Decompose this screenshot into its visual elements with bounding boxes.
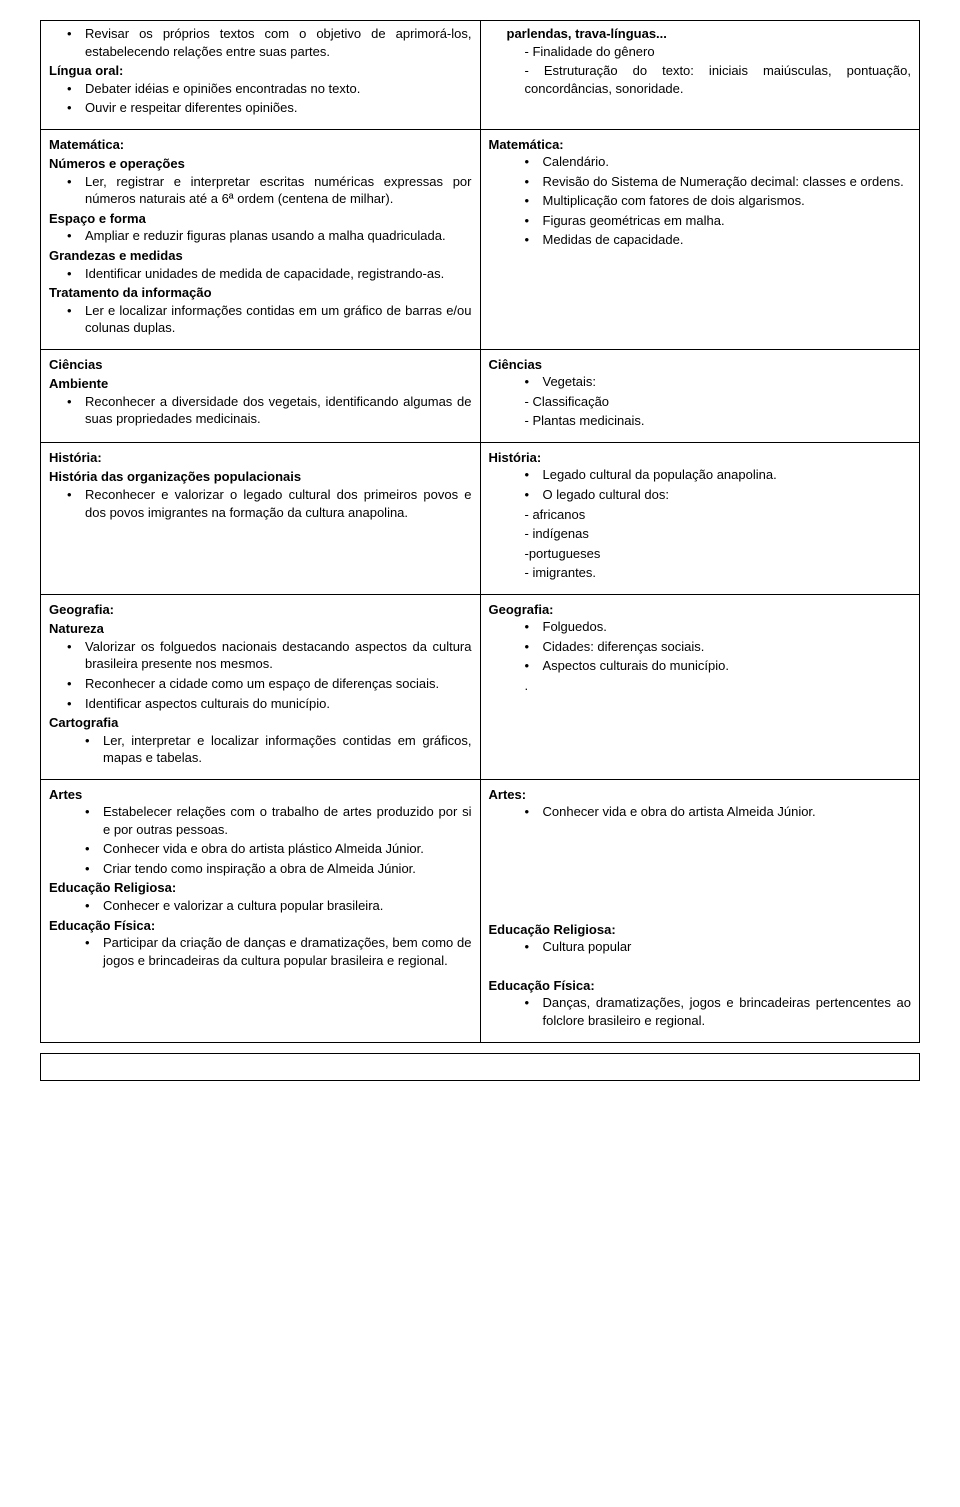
cell-lingua-right: parlendas, trava-línguas... - Finalidade… [480,21,920,130]
empty-box [40,1053,920,1081]
heading-historia-sub: História das organizações populacionais [49,468,472,486]
heading-natureza: Natureza [49,620,472,638]
heading-tratamento: Tratamento da informação [49,284,472,302]
heading-matematica: Matemática: [489,136,912,154]
text-item: - Finalidade do gênero [489,43,912,61]
heading-ambiente: Ambiente [49,375,472,393]
heading-numeros: Números e operações [49,155,472,173]
text-item: Conhecer e valorizar a cultura popular b… [85,897,472,915]
heading-cartografia: Cartografia [49,714,472,732]
heading-ciencias: Ciências [49,356,472,374]
heading-religiosa: Educação Religiosa: [489,921,912,939]
text-item: Ouvir e respeitar diferentes opiniões. [67,99,472,117]
text-item: Medidas de capacidade. [525,231,912,249]
cell-mat-right: Matemática: Calendário. Revisão do Siste… [480,129,920,349]
text-item: Ampliar e reduzir figuras planas usando … [67,227,472,245]
text-item: Folguedos. [525,618,912,636]
text-item: Revisão do Sistema de Numeração decimal:… [525,173,912,191]
row-geografia: Geografia: Natureza Valorizar os folgued… [41,594,920,779]
cell-lingua-left: Revisar os próprios textos com o objetiv… [41,21,481,130]
text-item: Calendário. [525,153,912,171]
heading-artes: Artes: [489,786,912,804]
text-item: Ler, interpretar e localizar informações… [85,732,472,767]
heading-ciencias: Ciências [489,356,912,374]
text-item: Ler e localizar informações contidas em … [67,302,472,337]
cell-art-left: Artes Estabelecer relações com o trabalh… [41,779,481,1042]
text-item: Conhecer vida e obra do artista plástico… [85,840,472,858]
cell-mat-left: Matemática: Números e operações Ler, reg… [41,129,481,349]
text-item: Reconhecer a cidade como um espaço de di… [67,675,472,693]
heading-geografia: Geografia: [489,601,912,619]
heading-espaco: Espaço e forma [49,210,472,228]
text-item: - Classificação [489,393,912,411]
text-item: - africanos [489,506,912,524]
text-item: Participar da criação de danças e dramat… [85,934,472,969]
text-item: Vegetais: [525,373,912,391]
text-item: . [489,677,912,695]
text-item: Identificar unidades de medida de capaci… [67,265,472,283]
text-item: Conhecer vida e obra do artista Almeida … [525,803,912,821]
text-item: Legado cultural da população anapolina. [525,466,912,484]
text-item: Aspectos culturais do município. [525,657,912,675]
heading-lingua-oral: Língua oral: [49,62,472,80]
heading-grandezas: Grandezas e medidas [49,247,472,265]
text-item: Figuras geométricas em malha. [525,212,912,230]
text-item: - indígenas [489,525,912,543]
text-item: - Estruturação do texto: iniciais maiúsc… [489,62,912,97]
cell-cie-left: Ciências Ambiente Reconhecer a diversida… [41,349,481,442]
text-item: - Plantas medicinais. [489,412,912,430]
heading-fisica: Educação Física: [489,977,912,995]
heading-artes: Artes [49,786,472,804]
text-item: Ler, registrar e interpretar escritas nu… [67,173,472,208]
text-item: -portugueses [489,545,912,563]
text-item: Estabelecer relações com o trabalho de a… [85,803,472,838]
row-lingua: Revisar os próprios textos com o objetiv… [41,21,920,130]
heading-fisica: Educação Física: [49,917,472,935]
cell-cie-right: Ciências Vegetais: - Classificação - Pla… [480,349,920,442]
text-item: Cidades: diferenças sociais. [525,638,912,656]
text-item: Multiplicação com fatores de dois algari… [525,192,912,210]
text-item: Reconhecer e valorizar o legado cultural… [67,486,472,521]
text-item: Debater idéias e opiniões encontradas no… [67,80,472,98]
cell-art-right: Artes: Conhecer vida e obra do artista A… [480,779,920,1042]
row-matematica: Matemática: Números e operações Ler, reg… [41,129,920,349]
row-artes: Artes Estabelecer relações com o trabalh… [41,779,920,1042]
cell-his-left: História: História das organizações popu… [41,442,481,594]
text-item: Criar tendo como inspiração a obra de Al… [85,860,472,878]
text-item: Reconhecer a diversidade dos vegetais, i… [67,393,472,428]
heading-matematica: Matemática: [49,136,472,154]
row-ciencias: Ciências Ambiente Reconhecer a diversida… [41,349,920,442]
cell-geo-left: Geografia: Natureza Valorizar os folgued… [41,594,481,779]
text-item: Valorizar os folguedos nacionais destaca… [67,638,472,673]
text-item: O legado cultural dos: [525,486,912,504]
text-item: - imigrantes. [489,564,912,582]
heading-historia: História: [489,449,912,467]
cell-his-right: História: Legado cultural da população a… [480,442,920,594]
curriculum-table: Revisar os próprios textos com o objetiv… [40,20,920,1043]
text-item: Identificar aspectos culturais do municí… [67,695,472,713]
text-item: Danças, dramatizações, jogos e brincadei… [525,994,912,1029]
heading-religiosa: Educação Religiosa: [49,879,472,897]
text-item: Revisar os próprios textos com o objetiv… [67,25,472,60]
heading-geografia: Geografia: [49,601,472,619]
cell-geo-right: Geografia: Folguedos. Cidades: diferença… [480,594,920,779]
text-item: Cultura popular [525,938,912,956]
row-historia: História: História das organizações popu… [41,442,920,594]
heading-historia: História: [49,449,472,467]
heading-parlendas: parlendas, trava-línguas... [489,25,912,43]
